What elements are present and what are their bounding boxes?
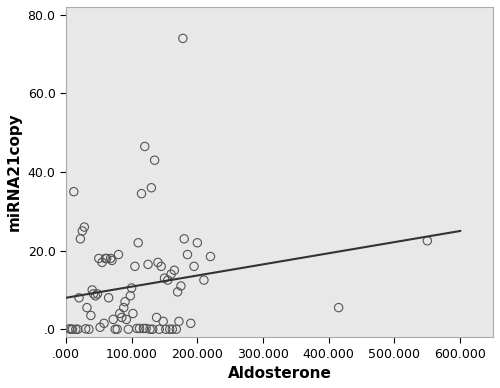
- Point: [133, 325, 141, 331]
- Point: [200, 277, 208, 283]
- Point: [170, 267, 178, 274]
- Point: [108, 257, 116, 263]
- Point: [177, 283, 185, 289]
- Point: [72, 326, 80, 333]
- Point: [96, 324, 104, 330]
- Point: [187, 320, 195, 326]
- Point: [140, 325, 147, 331]
- Point: [172, 326, 180, 333]
- Point: [124, 326, 132, 333]
- Point: [80, 224, 88, 230]
- Point: [111, 326, 119, 333]
- Point: [146, 326, 154, 333]
- Point: [95, 255, 103, 262]
- Point: [424, 238, 432, 244]
- Point: [94, 291, 102, 297]
- Point: [206, 253, 214, 260]
- Point: [128, 285, 136, 291]
- Point: [104, 294, 112, 301]
- Point: [76, 236, 84, 242]
- Point: [194, 240, 202, 246]
- Point: [180, 236, 188, 242]
- Point: [116, 310, 124, 317]
- Point: [120, 305, 128, 311]
- Point: [88, 287, 96, 293]
- Point: [144, 261, 152, 267]
- Point: [159, 318, 167, 324]
- Point: [179, 35, 187, 42]
- Point: [152, 314, 160, 320]
- Point: [83, 305, 91, 311]
- Point: [68, 326, 76, 333]
- Point: [334, 305, 342, 311]
- Point: [70, 189, 78, 195]
- Point: [87, 312, 95, 319]
- X-axis label: Aldosterone: Aldosterone: [228, 366, 332, 381]
- Point: [175, 318, 183, 324]
- Point: [74, 326, 82, 333]
- Point: [102, 255, 110, 262]
- Point: [162, 326, 170, 333]
- Point: [109, 316, 117, 322]
- Point: [174, 289, 182, 295]
- Point: [75, 294, 83, 301]
- Point: [114, 251, 122, 258]
- Point: [154, 259, 162, 265]
- Point: [98, 259, 106, 265]
- Point: [134, 240, 142, 246]
- Point: [155, 326, 163, 333]
- Point: [166, 326, 173, 333]
- Point: [131, 263, 139, 269]
- Point: [78, 228, 86, 234]
- Point: [82, 326, 90, 332]
- Point: [118, 314, 126, 320]
- Point: [136, 325, 143, 331]
- Point: [138, 191, 145, 197]
- Point: [184, 251, 192, 258]
- Point: [100, 320, 108, 326]
- Point: [150, 157, 158, 163]
- Point: [113, 326, 121, 333]
- Point: [85, 326, 93, 333]
- Point: [168, 326, 176, 333]
- Point: [141, 143, 149, 149]
- Point: [102, 255, 110, 262]
- Point: [90, 291, 98, 297]
- Point: [160, 275, 168, 281]
- Y-axis label: miRNA21copy: miRNA21copy: [7, 113, 22, 231]
- Point: [65, 326, 73, 332]
- Point: [121, 299, 129, 305]
- Point: [126, 293, 134, 299]
- Point: [67, 326, 75, 333]
- Point: [92, 293, 100, 299]
- Point: [106, 255, 114, 262]
- Point: [157, 263, 165, 269]
- Point: [190, 263, 198, 269]
- Point: [122, 316, 130, 322]
- Point: [148, 185, 156, 191]
- Point: [167, 271, 175, 277]
- Point: [142, 325, 150, 331]
- Point: [164, 277, 172, 283]
- Point: [148, 326, 156, 333]
- Point: [129, 310, 137, 317]
